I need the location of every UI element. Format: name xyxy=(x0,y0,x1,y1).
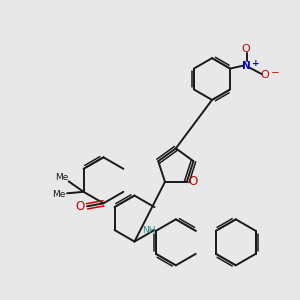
Text: Me: Me xyxy=(56,173,69,182)
Text: O: O xyxy=(242,44,250,54)
Text: O: O xyxy=(261,70,269,80)
Text: NH: NH xyxy=(142,226,155,235)
Text: −: − xyxy=(271,68,279,78)
Text: N: N xyxy=(242,61,251,70)
Text: Me: Me xyxy=(52,190,66,199)
Text: O: O xyxy=(189,176,198,188)
Text: +: + xyxy=(252,59,259,68)
Text: O: O xyxy=(76,200,85,213)
